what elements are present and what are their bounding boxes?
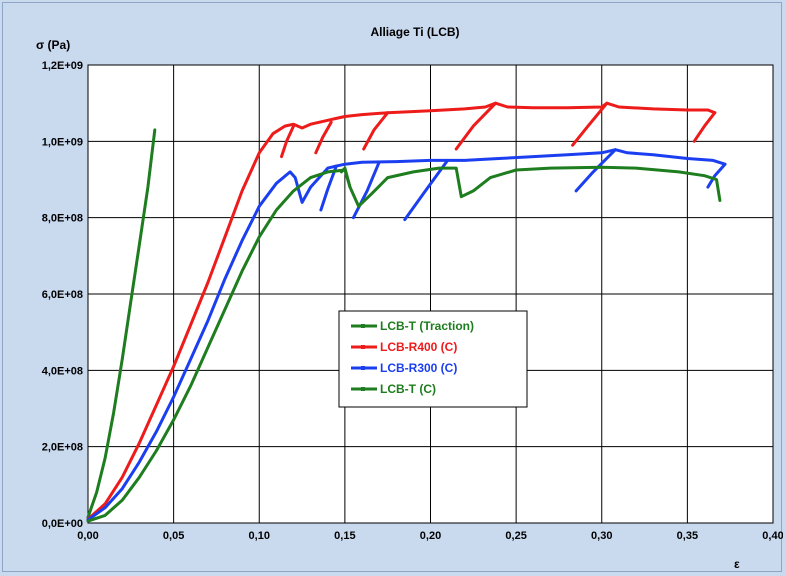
series-line — [86, 148, 727, 522]
x-tick-labels: 0,00 0,05 0,10 0,15 0,20 0,25 0,30 0,35 0,40 — [77, 530, 783, 542]
y-tick-label: 0,0E+00 — [42, 518, 83, 530]
x-tick-label: 0,35 — [677, 530, 698, 542]
series-line — [692, 111, 717, 143]
series-line — [280, 124, 295, 159]
series-3 — [86, 148, 727, 522]
legend-entry: LCB-R400 (C) — [380, 340, 457, 354]
legend-marker — [361, 366, 365, 370]
chart-title: Alliage Ti (LCB) — [370, 25, 459, 39]
x-tick-label: 0,30 — [591, 530, 612, 542]
legend-entry: LCB-R300 (C) — [380, 361, 457, 375]
x-tick-label: 0,05 — [163, 530, 184, 542]
legend-entry: LCB-T (Traction) — [380, 319, 474, 333]
y-tick-label: 8,0E+08 — [42, 213, 83, 225]
x-tick-label: 0,10 — [249, 530, 270, 542]
y-tick-label: 1,2E+09 — [42, 60, 83, 72]
x-tick-label: 0,40 — [762, 530, 783, 542]
x-tick-label: 0,20 — [420, 530, 441, 542]
x-tick-label: 0,25 — [505, 530, 526, 542]
y-tick-label: 4,0E+08 — [42, 365, 83, 377]
series-line — [319, 164, 338, 212]
x-tick-label: 0,00 — [77, 530, 98, 542]
legend-marker — [361, 324, 365, 328]
y-tick-label: 1,0E+09 — [42, 136, 83, 148]
series-line — [574, 148, 617, 193]
series-1 — [86, 128, 157, 519]
x-axis-label: ε — [734, 557, 740, 571]
y-tick-label: 6,0E+08 — [42, 289, 83, 301]
legend: LCB-T (Traction) LCB-R400 (C) LCB-R300 (C)… — [338, 310, 528, 408]
series-line — [454, 101, 498, 151]
series-2 — [86, 101, 717, 521]
series-line — [571, 101, 609, 147]
series-line — [86, 165, 722, 523]
series-line — [362, 111, 390, 151]
y-tick-label: 2,0E+08 — [42, 442, 83, 454]
y-tick-labels: 0,0E+00 2,0E+08 4,0E+08 6,0E+08 8,0E+08 1,0E+… — [42, 60, 83, 530]
series-line — [706, 162, 727, 189]
series-line — [351, 160, 381, 220]
series-line — [339, 166, 352, 189]
series-line — [86, 128, 157, 519]
series-4 — [86, 165, 722, 523]
legend-marker — [361, 345, 365, 349]
series-layer — [86, 101, 727, 523]
legend-entry: LCB-T (C) — [380, 382, 436, 396]
y-axis-label: σ (Pa) — [36, 38, 70, 52]
x-tick-label: 0,15 — [334, 530, 355, 542]
series-line — [403, 158, 450, 222]
stress-strain-chart: 0,00 0,05 0,10 0,15 0,20 0,25 0,30 0,35 0,40 0,0… — [36, 25, 783, 571]
series-line — [314, 120, 333, 155]
legend-marker — [361, 387, 365, 391]
